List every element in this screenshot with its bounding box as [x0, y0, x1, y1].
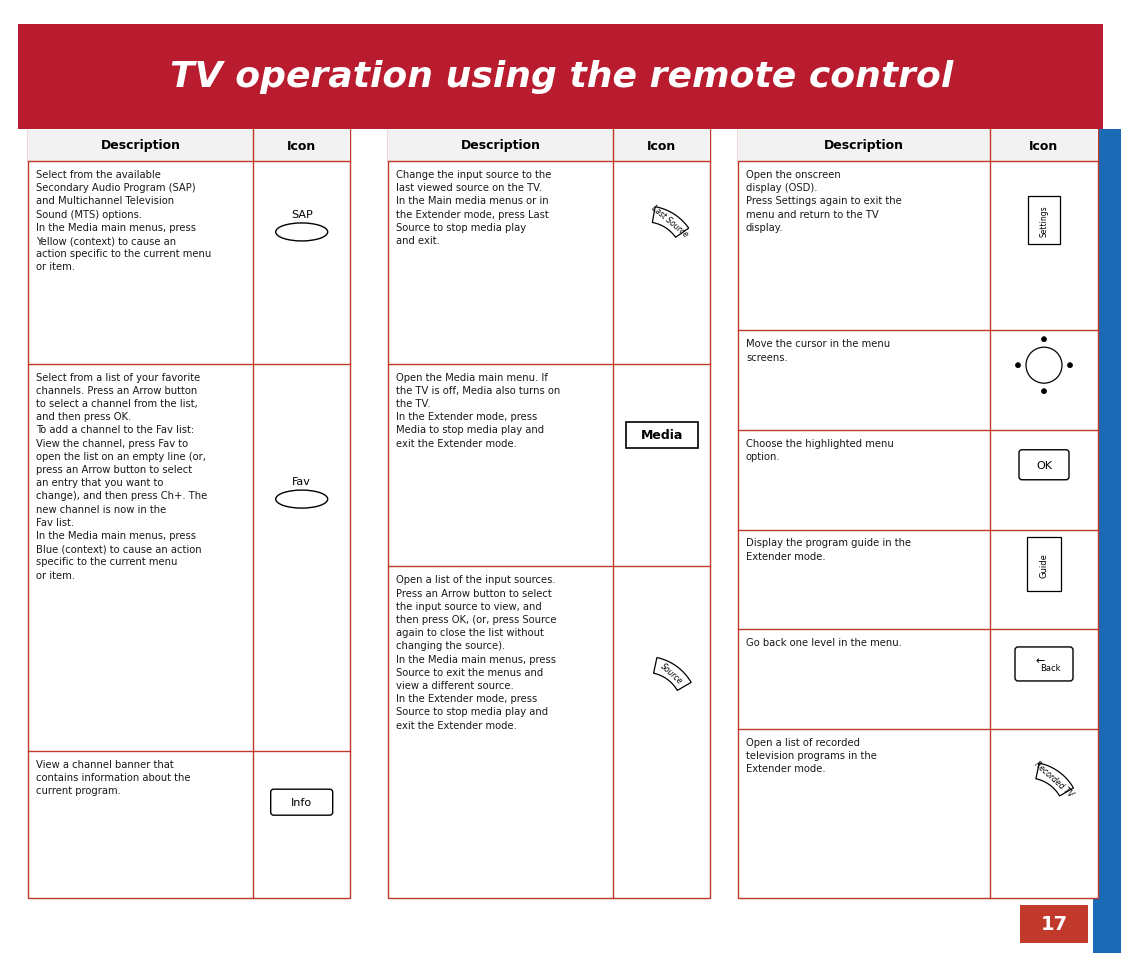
Circle shape [1015, 363, 1021, 368]
FancyBboxPatch shape [1020, 905, 1088, 943]
Text: Source: Source [659, 661, 685, 685]
Text: Description: Description [101, 139, 181, 152]
FancyBboxPatch shape [1019, 450, 1069, 480]
Text: Move the cursor in the menu
screens.: Move the cursor in the menu screens. [746, 339, 891, 362]
Text: Display the program guide in the
Extender mode.: Display the program guide in the Extende… [746, 537, 911, 561]
FancyBboxPatch shape [271, 789, 332, 816]
Ellipse shape [276, 491, 328, 509]
Text: Guide: Guide [1040, 553, 1049, 578]
Text: OK: OK [1037, 460, 1052, 470]
Text: Open the Media main menu. If
the TV is off, Media also turns on
the TV.
In the E: Open the Media main menu. If the TV is o… [396, 373, 560, 448]
Text: Go back one level in the menu.: Go back one level in the menu. [746, 638, 902, 647]
Text: TV operation using the remote control: TV operation using the remote control [171, 60, 953, 94]
Text: Icon: Icon [1030, 139, 1059, 152]
FancyBboxPatch shape [389, 130, 710, 898]
FancyBboxPatch shape [1028, 197, 1060, 245]
Text: Open a list of the input sources.
Press an Arrow button to select
the input sour: Open a list of the input sources. Press … [396, 575, 557, 730]
Text: View a channel banner that
contains information about the
current program.: View a channel banner that contains info… [36, 759, 191, 795]
Ellipse shape [276, 224, 328, 242]
Text: 17: 17 [1040, 915, 1068, 934]
Text: Choose the highlighted menu
option.: Choose the highlighted menu option. [746, 438, 894, 461]
Text: Change the input source to the
last viewed source on the TV.
In the Main media m: Change the input source to the last view… [396, 170, 551, 246]
Text: SAP: SAP [291, 210, 312, 220]
Text: Select from a list of your favorite
channels. Press an Arrow button
to select a : Select from a list of your favorite chan… [36, 373, 208, 580]
FancyBboxPatch shape [738, 130, 1098, 898]
Text: Description: Description [824, 139, 904, 152]
Text: ←: ← [1035, 656, 1044, 665]
Circle shape [1068, 363, 1072, 368]
FancyBboxPatch shape [626, 422, 697, 448]
FancyBboxPatch shape [1028, 537, 1061, 592]
Text: Back: Back [1040, 663, 1060, 673]
Polygon shape [1035, 763, 1074, 796]
Text: Media: Media [640, 429, 683, 441]
FancyBboxPatch shape [28, 130, 350, 162]
Circle shape [1026, 348, 1062, 384]
Text: Info: Info [291, 798, 312, 807]
Text: Icon: Icon [647, 139, 676, 152]
FancyBboxPatch shape [28, 130, 350, 898]
FancyBboxPatch shape [738, 130, 1098, 162]
Text: Recorded TV: Recorded TV [1033, 759, 1076, 799]
Text: Select from the available
Secondary Audio Program (SAP)
and Multichannel Televis: Select from the available Secondary Audi… [36, 170, 211, 273]
FancyBboxPatch shape [18, 25, 1103, 130]
Text: Fav: Fav [292, 476, 311, 487]
Polygon shape [654, 658, 691, 691]
FancyBboxPatch shape [1015, 647, 1072, 681]
FancyBboxPatch shape [389, 130, 710, 162]
Circle shape [1041, 337, 1047, 342]
Text: Last Source: Last Source [650, 204, 690, 239]
Text: Open a list of recorded
television programs in the
Extender mode.: Open a list of recorded television progr… [746, 737, 877, 773]
Text: Icon: Icon [287, 139, 317, 152]
Text: Settings: Settings [1040, 205, 1049, 237]
Polygon shape [652, 208, 688, 238]
Circle shape [1041, 389, 1047, 395]
Text: Description: Description [460, 139, 540, 152]
FancyBboxPatch shape [1093, 130, 1121, 953]
Text: Open the onscreen
display (OSD).
Press Settings again to exit the
menu and retur: Open the onscreen display (OSD). Press S… [746, 170, 902, 233]
